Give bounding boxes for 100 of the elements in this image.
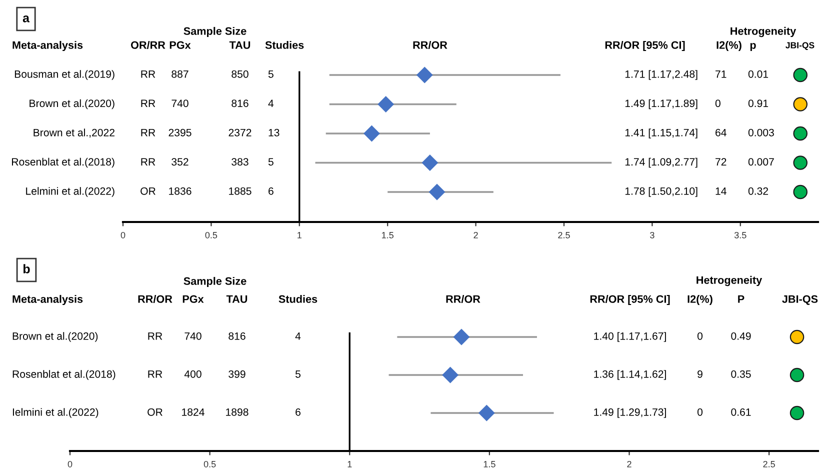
annotation: 1.49 [1.17,1.89] xyxy=(625,99,698,110)
annotation: 0.49 xyxy=(731,332,751,340)
x-tick-label: 0.5 xyxy=(204,460,216,468)
x-tick-label: 0.5 xyxy=(205,232,218,238)
point xyxy=(453,328,470,346)
annotation: 0.01 xyxy=(748,70,768,78)
annotation: 816 xyxy=(232,100,248,108)
text: RR/OR [95% CI] xyxy=(605,40,685,52)
point xyxy=(422,154,438,171)
text: a xyxy=(22,16,30,22)
x-tick-label: 2 xyxy=(627,460,632,468)
annotation: 0.35 xyxy=(731,370,751,378)
y-tick-label: Rosenblat et al.(2018) xyxy=(12,158,114,168)
text: PGx xyxy=(182,295,204,303)
x-tick-label: 2.5 xyxy=(558,232,570,238)
text: Studies xyxy=(278,294,318,303)
annotation: 1.36 [1.14,1.62] xyxy=(594,370,666,380)
point xyxy=(364,125,380,142)
text: Hetrogeneity xyxy=(730,26,796,38)
text: PGx xyxy=(170,41,191,49)
text: TAU xyxy=(226,295,248,303)
annotation: OR xyxy=(140,187,156,195)
y-tick-label: Brown et al.,2022 xyxy=(34,128,114,138)
annotation: 64 xyxy=(716,128,726,136)
y-tick-label: Ielmini et al.(2022) xyxy=(12,408,98,418)
x-tick-label: 3.5 xyxy=(734,232,746,238)
annotation: 6 xyxy=(296,408,300,416)
text: Meta-analysis xyxy=(12,294,83,306)
y-tick-label: Lelmini et al.(2022) xyxy=(26,187,114,197)
text: Hetrogeneity xyxy=(696,276,762,286)
x-tick-label: 1 xyxy=(348,461,352,468)
point xyxy=(416,66,433,84)
text: OR/RR xyxy=(130,40,166,50)
annotation: 1885 xyxy=(229,187,252,195)
text: TAU xyxy=(229,41,250,49)
annotation: 0.61 xyxy=(731,408,751,416)
annotation: 740 xyxy=(184,332,202,340)
annotation: 383 xyxy=(232,158,248,166)
y-tick-label: Rosenblat et al.(2018) xyxy=(12,370,116,380)
annotation: 0 xyxy=(697,332,703,340)
point xyxy=(428,184,446,200)
annotation: 14 xyxy=(716,187,726,195)
annotation: 1836 xyxy=(169,187,192,195)
annotation: 5 xyxy=(268,158,274,166)
annotation: 5 xyxy=(268,70,274,78)
annotation: 0.003 xyxy=(748,128,774,136)
annotation: 71 xyxy=(716,70,726,78)
point xyxy=(478,404,495,422)
annotation: 0.007 xyxy=(748,158,774,166)
annotation: OR xyxy=(148,408,162,416)
annotation: 1.41 [1.15,1.74] xyxy=(625,128,698,138)
annotation: 816 xyxy=(228,332,246,340)
annotation: RR xyxy=(141,128,156,136)
text: p xyxy=(750,42,756,52)
annotation: 0.32 xyxy=(748,187,768,195)
point xyxy=(378,96,394,112)
text: P xyxy=(738,295,744,303)
y-tick-label: Bousman et al.(2019) xyxy=(14,70,114,80)
annotation: 6 xyxy=(268,187,274,195)
annotation: 4 xyxy=(295,332,301,340)
annotation: 0 xyxy=(715,100,720,108)
annotation: RR xyxy=(141,158,156,166)
text: JBI-QS xyxy=(786,42,814,50)
annotation: 1898 xyxy=(226,408,248,416)
text: RR/OR xyxy=(413,40,448,50)
x-tick-label: 0 xyxy=(120,232,126,238)
annotation: 1.71 [1.17,2.48] xyxy=(625,70,698,80)
x-tick-label: 2.5 xyxy=(763,460,775,468)
x-tick-label: 1.5 xyxy=(382,232,394,238)
annotation: RR xyxy=(141,100,156,107)
annotation: 72 xyxy=(716,158,726,166)
annotation: 1.74 [1.09,2.77] xyxy=(625,158,698,168)
text: Studies xyxy=(265,40,304,49)
annotation: 740 xyxy=(172,100,188,108)
text: RR/OR xyxy=(138,294,172,304)
annotation: 1.40 [1.17,1.67] xyxy=(594,332,666,342)
point xyxy=(442,366,459,384)
text: I2(%) xyxy=(716,40,742,52)
text: b xyxy=(24,264,30,274)
text: RR/OR xyxy=(446,294,480,304)
annotation: 1.78 [1.50,2.10] xyxy=(625,187,698,197)
annotation: 887 xyxy=(172,70,188,78)
annotation: 5 xyxy=(295,370,300,378)
text: JBI-QS xyxy=(782,295,818,305)
text: Sample Size xyxy=(184,26,246,38)
annotation: 352 xyxy=(172,158,188,166)
annotation: 850 xyxy=(232,70,248,78)
annotation: 9 xyxy=(698,370,702,378)
annotation: 2395 xyxy=(168,128,192,136)
annotation: 399 xyxy=(228,370,246,378)
annotation: 4 xyxy=(268,100,274,107)
y-tick-label: Brown et al.(2020) xyxy=(12,332,98,342)
text: Sample Size xyxy=(184,276,246,288)
annotation: RR xyxy=(141,70,156,78)
y-tick-label: Brown et al.(2020) xyxy=(30,99,114,110)
annotation: 1824 xyxy=(182,408,204,416)
text: RR/OR [95% CI] xyxy=(590,294,670,306)
text: I2(%) xyxy=(688,294,712,306)
annotation: 2372 xyxy=(228,128,252,136)
annotation: 0.91 xyxy=(748,100,768,108)
